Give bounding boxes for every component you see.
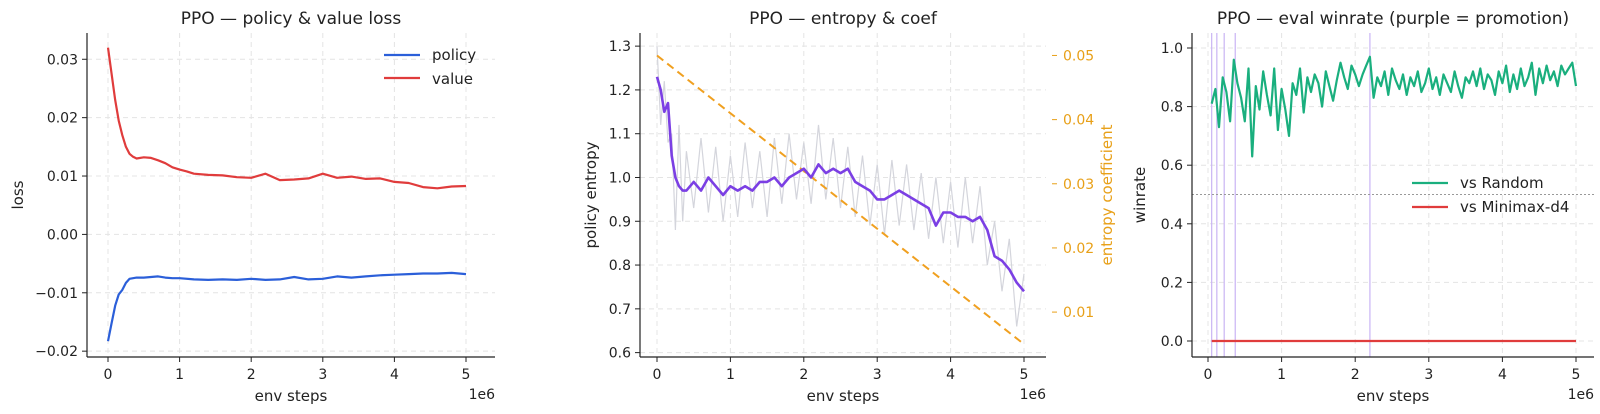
loss-lines: [106, 47, 467, 342]
loss-legend: policy value: [384, 46, 476, 88]
entropy-xlabel: env steps: [807, 387, 880, 405]
entropy-right-tick-label: 0.03: [1063, 177, 1094, 193]
loss-y-tick-label: 0.00: [47, 227, 78, 243]
loss-x-tick-label: 3: [318, 367, 327, 383]
winrate-y-tick-label: 0.4: [1161, 217, 1183, 233]
loss-ticks: 0 1 2 3 4 5 −0.02 −0.01 0.00 0.01 0.02 0.03: [35, 52, 470, 383]
loss-y-tick-label: 0.01: [47, 169, 78, 185]
series-line-vs-random: [1210, 55, 1578, 158]
loss-x-tick-label: 1: [175, 367, 184, 383]
entropy-x-tick-label: 4: [946, 367, 955, 383]
winrate-y-tick-label: 0.6: [1161, 158, 1183, 174]
entropy-x-tick-label: 3: [873, 367, 882, 383]
legend-label-policy: policy: [432, 46, 476, 64]
loss-x-offset: 1e6: [469, 387, 496, 403]
winrate-panel: 0 1 2 3 4 5 0.0 0.2 0.4 0.6 0.8 1.0 PPO — eval winr…: [1131, 9, 1594, 405]
entropy-y-tick-label: 0.6: [609, 346, 631, 362]
loss-xlabel: env steps: [255, 387, 328, 405]
winrate-legend: vs Random vs Minimax-d4: [1412, 174, 1569, 216]
loss-title: PPO — policy & value loss: [181, 9, 402, 29]
entropy-right-tick-label: 0.02: [1063, 241, 1094, 257]
entropy-y-tick-label: 1.3: [609, 39, 631, 55]
entropy-y-tick-label: 1.0: [609, 170, 631, 186]
entropy-right-tick-label: 0.01: [1063, 305, 1094, 321]
loss-y-tick-label: −0.02: [35, 344, 78, 360]
winrate-x-tick-label: 0: [1204, 367, 1213, 383]
winrate-y-tick-label: 1.0: [1161, 41, 1183, 57]
winrate-lines: [1192, 33, 1594, 357]
loss-y-tick-label: 0.02: [47, 111, 78, 127]
winrate-y-tick-label: 0.8: [1161, 100, 1183, 116]
loss-grid: [87, 33, 495, 357]
loss-x-tick-label: 5: [462, 367, 471, 383]
loss-x-tick-label: 2: [247, 367, 256, 383]
winrate-x-offset: 1e6: [1568, 387, 1595, 403]
series-line-policy: [106, 271, 467, 342]
entropy-lines: [655, 46, 1025, 345]
entropy-title: PPO — entropy & coef: [749, 9, 938, 29]
winrate-ticks: 0 1 2 3 4 5 0.0 0.2 0.4 0.6 0.8 1.0: [1161, 41, 1581, 383]
loss-panel: 0 1 2 3 4 5 −0.02 −0.01 0.00 0.01 0.02 0.03 PPO — p…: [9, 9, 495, 405]
series-line-value: [106, 47, 467, 190]
entropy-x-tick-label: 5: [1020, 367, 1029, 383]
raw-entropy-line: [656, 46, 1025, 327]
winrate-title: PPO — eval winrate (purple = promotion): [1217, 9, 1569, 29]
entropy-y-tick-label: 1.2: [609, 83, 631, 99]
entropy-y-tick-label: 0.9: [609, 214, 631, 230]
winrate-x-tick-label: 3: [1424, 367, 1433, 383]
winrate-ylabel: winrate: [1131, 167, 1149, 223]
legend-label-value: value: [432, 70, 473, 88]
entropy-panel: 0 1 2 3 4 5 0.6 0.7 0.8 0.9 1.0 1.1 1.2 1.3 0.01 0.02 0.…: [582, 9, 1116, 405]
entropy-coefficient-ylabel: entropy coefficient: [1098, 124, 1116, 265]
entropy-coefficient-line: [656, 54, 1025, 345]
loss-x-tick-label: 0: [104, 367, 113, 383]
entropy-ylabel: policy entropy: [582, 141, 600, 248]
entropy-y-tick-label: 0.7: [609, 302, 631, 318]
winrate-xlabel: env steps: [1357, 387, 1430, 405]
entropy-grid: [640, 33, 1046, 357]
entropy-y-tick-label: 0.8: [609, 258, 631, 274]
loss-x-tick-label: 4: [390, 367, 399, 383]
winrate-x-tick-label: 5: [1572, 367, 1581, 383]
entropy-right-tick-label: 0.04: [1063, 113, 1094, 129]
loss-ylabel: loss: [9, 180, 27, 209]
legend-label-vs-random: vs Random: [1460, 174, 1544, 192]
smoothed-entropy-line: [655, 76, 1025, 293]
entropy-x-tick-label: 0: [653, 367, 662, 383]
entropy-right-tick-label: 0.05: [1063, 48, 1094, 64]
entropy-x-tick-label: 2: [799, 367, 808, 383]
winrate-x-tick-label: 2: [1351, 367, 1360, 383]
entropy-x-offset: 1e6: [1020, 387, 1047, 403]
legend-label-vs-minimax: vs Minimax-d4: [1460, 198, 1569, 216]
winrate-y-tick-label: 0.2: [1161, 275, 1183, 291]
entropy-y-tick-label: 1.1: [609, 127, 631, 143]
winrate-x-tick-label: 1: [1277, 367, 1286, 383]
winrate-x-tick-label: 4: [1498, 367, 1507, 383]
entropy-x-tick-label: 1: [726, 367, 735, 383]
winrate-y-tick-label: 0.0: [1161, 334, 1183, 350]
entropy-ticks: 0 1 2 3 4 5 0.6 0.7 0.8 0.9 1.0 1.1 1.2 1.3 0.01 0.02 0.…: [609, 39, 1095, 383]
loss-y-tick-label: 0.03: [47, 52, 78, 68]
loss-y-tick-label: −0.01: [35, 286, 78, 302]
